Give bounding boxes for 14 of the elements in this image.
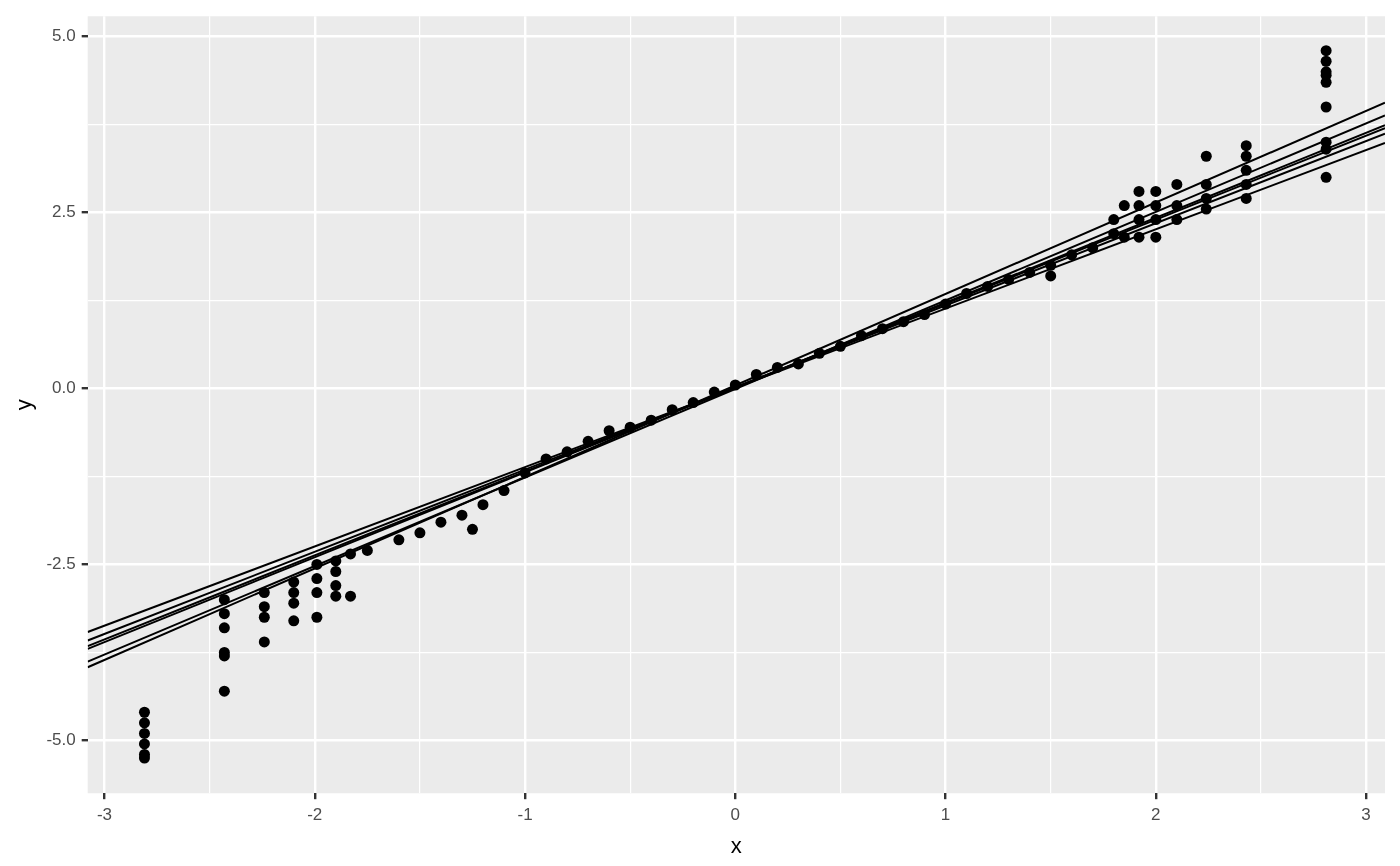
y-tick-label: 5.0 — [52, 26, 76, 46]
x-tick-label: 0 — [730, 805, 741, 825]
y-tick-label: 2.5 — [52, 202, 76, 222]
y-tick-label: -5.0 — [46, 730, 76, 750]
x-tick-label: -3 — [96, 805, 113, 825]
y-axis-title: y — [11, 399, 37, 411]
x-tick-label: 3 — [1361, 805, 1371, 825]
y-tick-label: -2.5 — [46, 554, 76, 574]
x-tick-label: -1 — [517, 805, 533, 825]
x-tick-label: 1 — [940, 805, 951, 825]
x-tick-label: -2 — [307, 805, 323, 825]
x-axis-title: x — [730, 832, 742, 858]
x-tick-label: 2 — [1151, 805, 1161, 825]
y-tick-label: 0.0 — [52, 378, 76, 398]
